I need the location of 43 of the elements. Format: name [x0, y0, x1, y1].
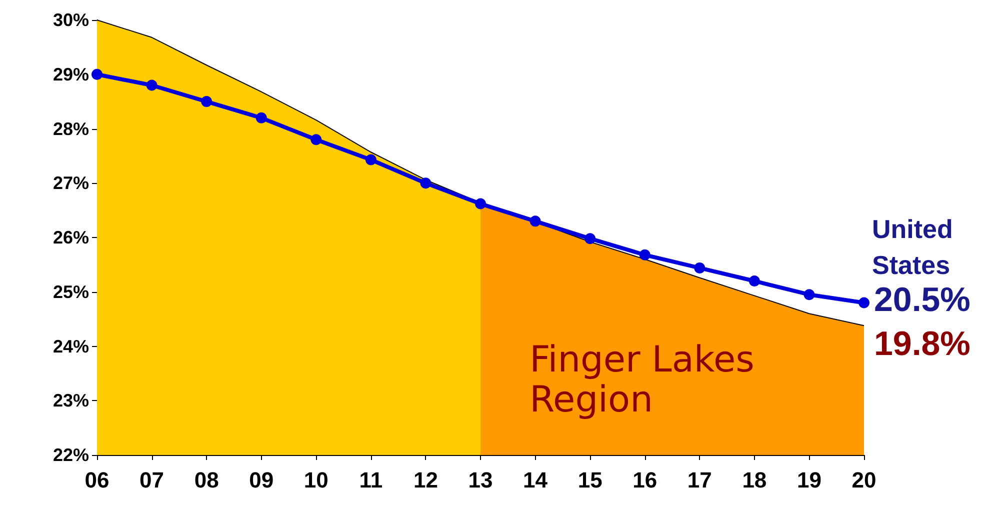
y-tick-label: 22% — [52, 445, 89, 465]
point — [365, 154, 376, 166]
y-tick-label: 23% — [52, 390, 89, 411]
x-tick-label: 11 — [359, 468, 383, 492]
y-tick-label: 28% — [52, 118, 89, 139]
point — [584, 233, 596, 244]
y-tick-label: 29% — [52, 64, 89, 84]
point — [256, 112, 267, 124]
x-tick-label: 08 — [194, 468, 219, 492]
x-tick-label: 06 — [84, 468, 110, 492]
y-tick-label: 26% — [52, 228, 89, 248]
x-tick-label: 20 — [852, 468, 876, 492]
point — [146, 80, 158, 91]
x-tick-label: 17 — [687, 468, 712, 492]
y-tick-label: 30% — [52, 10, 89, 30]
point — [858, 297, 870, 308]
point — [310, 134, 322, 146]
x-tick-label: 19 — [796, 468, 822, 492]
series-label: United States — [872, 214, 960, 280]
text: 19.8% — [874, 324, 970, 363]
x-tick-label: 14 — [523, 468, 548, 492]
point — [748, 276, 760, 286]
x-tick-label: 16 — [632, 468, 658, 492]
point — [694, 262, 706, 274]
point — [201, 96, 212, 108]
y-tick-label: 24% — [52, 336, 89, 356]
x-tick-label: 13 — [468, 468, 493, 492]
y-tick-label: 25% — [52, 282, 89, 302]
x-tick-label: 18 — [742, 468, 767, 492]
point — [92, 68, 102, 80]
x-tick-label: 07 — [140, 468, 164, 492]
point — [420, 178, 432, 189]
series-label: Finger Lakes Region — [530, 340, 766, 420]
text: 20.5% — [874, 280, 970, 319]
point — [475, 198, 486, 210]
x-tick-label: 10 — [304, 468, 328, 492]
point — [804, 289, 815, 300]
y-tick-label: 27% — [52, 173, 89, 194]
point — [639, 249, 650, 260]
x-tick-label: 12 — [413, 468, 438, 492]
point — [530, 216, 541, 227]
x-tick-label: 09 — [249, 468, 274, 492]
x-tick-label: 15 — [578, 468, 602, 492]
